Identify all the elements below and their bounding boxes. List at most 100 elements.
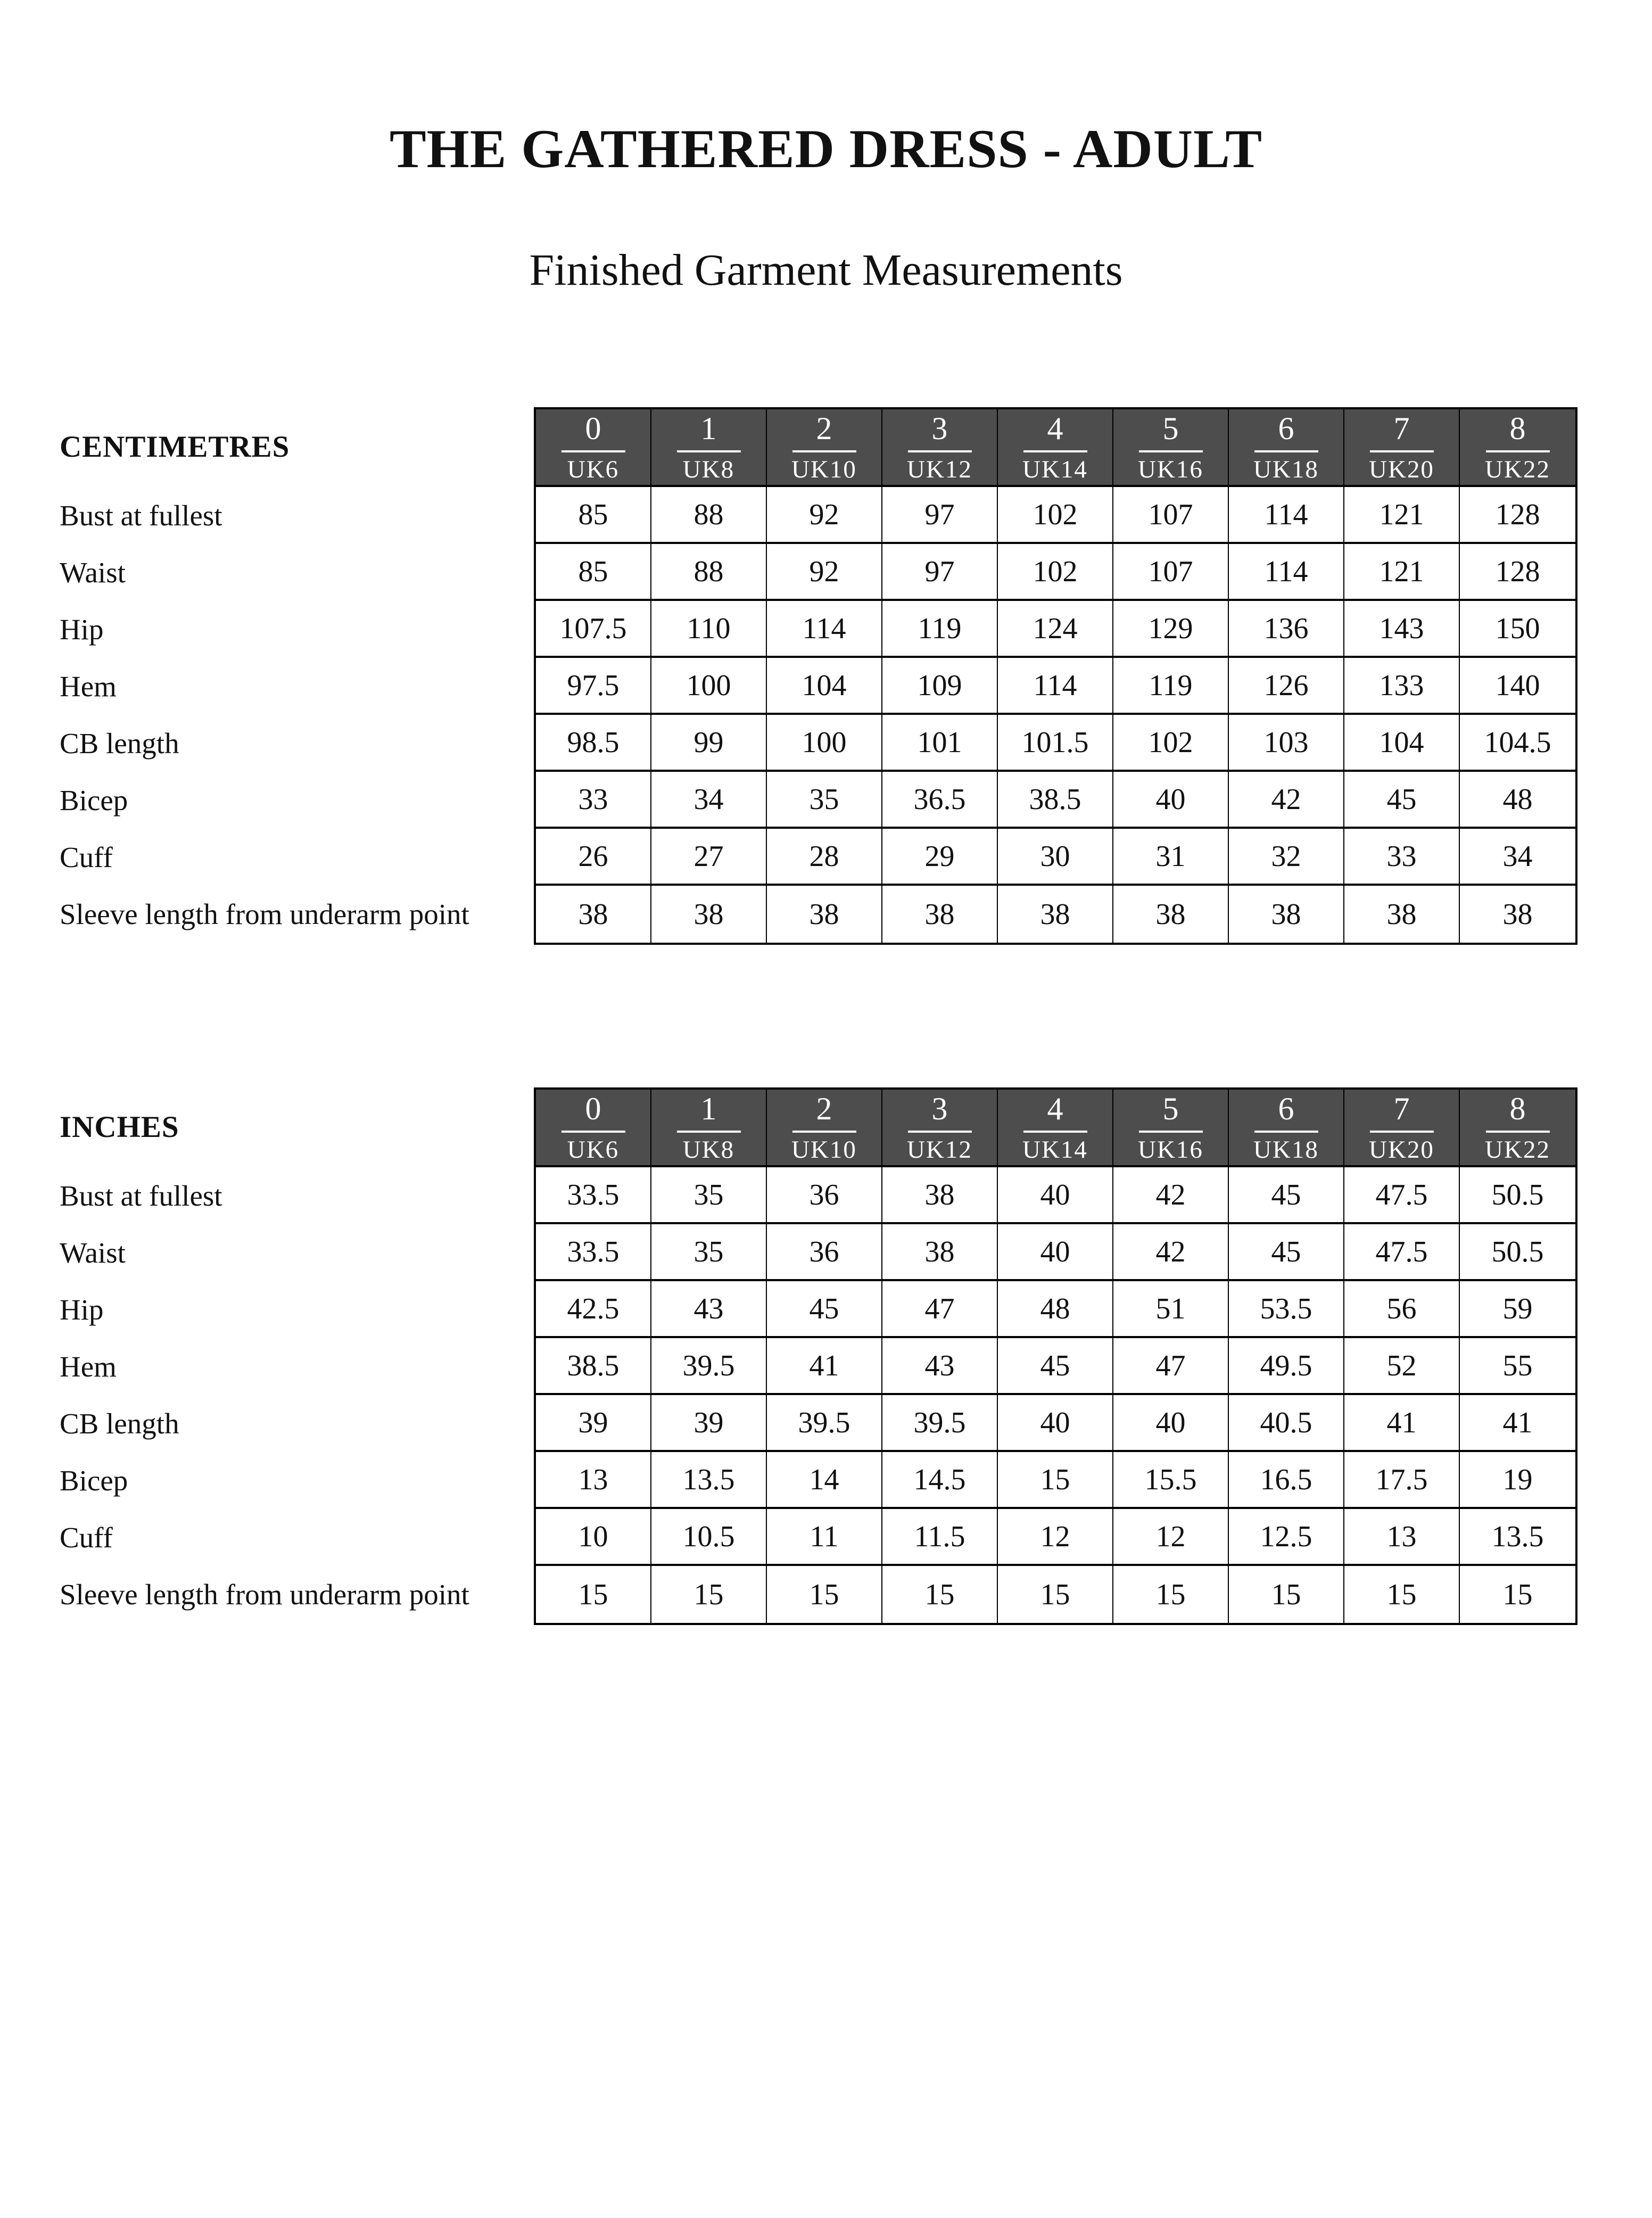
- page-title: THE GATHERED DRESS - ADULT: [389, 119, 1263, 179]
- measurement-cell: 15: [1113, 1566, 1229, 1623]
- measurement-cell: 92: [767, 544, 882, 601]
- fraction-bar: [1138, 1130, 1203, 1133]
- size-number: 3: [931, 1091, 948, 1126]
- measurement-cell: 38: [1460, 886, 1575, 943]
- measurement-cell: 29: [882, 829, 998, 886]
- uk-size-label: UK6: [567, 1135, 620, 1164]
- uk-size-label: UK22: [1485, 455, 1550, 483]
- fraction-bar: [1485, 1130, 1550, 1133]
- uk-size-label: UK20: [1369, 455, 1434, 483]
- size-number: 0: [585, 1091, 601, 1126]
- measurement-cell: 42: [1113, 1224, 1229, 1281]
- size-number: 0: [585, 410, 601, 446]
- measurement-cell: 101: [882, 715, 998, 772]
- fraction-bar: [792, 450, 856, 452]
- measurement-cell: 45: [767, 1281, 882, 1338]
- uk-size-label: UK12: [907, 455, 972, 483]
- measurement-cell: 33.5: [536, 1167, 651, 1224]
- measurement-cell: 104: [1344, 715, 1460, 772]
- measurement-cell: 38: [651, 886, 767, 943]
- size-header-cell: 3 UK12: [882, 1090, 998, 1167]
- size-number: 4: [1047, 410, 1063, 446]
- measurement-cell: 48: [1460, 772, 1575, 829]
- uk-size-label: UK8: [682, 455, 735, 483]
- measurement-cell: 19: [1460, 1452, 1575, 1509]
- uk-size-label: UK10: [791, 455, 857, 483]
- measurement-cell: 43: [882, 1338, 998, 1395]
- measurement-cell: 47.5: [1344, 1224, 1460, 1281]
- row-label: CB length: [60, 1407, 179, 1440]
- measurement-cell: 31: [1113, 829, 1229, 886]
- measurement-cell: 53.5: [1229, 1281, 1344, 1338]
- fraction-bar: [1023, 450, 1087, 452]
- size-header-cell: 6 UK18: [1229, 409, 1344, 487]
- size-header-cell: 5 UK16: [1113, 1090, 1229, 1167]
- measurement-cell: 17.5: [1344, 1452, 1460, 1509]
- measurement-cell: 99: [651, 715, 767, 772]
- size-number: 4: [1047, 1091, 1063, 1126]
- measurement-cell: 40.5: [1229, 1395, 1344, 1452]
- measurement-cell: 150: [1460, 601, 1575, 658]
- measurement-cell: 27: [651, 829, 767, 886]
- measurement-cell: 12: [998, 1509, 1113, 1566]
- measurement-cell: 15: [536, 1566, 651, 1623]
- uk-size-label: UK12: [907, 1135, 972, 1164]
- measurement-cell: 15: [1344, 1566, 1460, 1623]
- size-number: 8: [1509, 410, 1526, 446]
- measurement-cell: 35: [651, 1167, 767, 1224]
- fraction-bar: [1369, 450, 1434, 452]
- measurement-cell: 42: [1113, 1167, 1229, 1224]
- measurement-cell: 51: [1113, 1281, 1229, 1338]
- measurement-cell: 45: [1229, 1167, 1344, 1224]
- uk-size-label: UK8: [682, 1135, 735, 1164]
- measurement-cell: 14: [767, 1452, 882, 1509]
- measurement-cell: 38.5: [998, 772, 1113, 829]
- measurement-cell: 38: [1113, 886, 1229, 943]
- unit-heading: INCHES: [60, 1110, 179, 1144]
- measurement-cell: 140: [1460, 658, 1575, 715]
- measurement-cell: 15: [1229, 1566, 1344, 1623]
- page-subtitle: Finished Garment Measurements: [529, 245, 1123, 295]
- measurement-cell: 50.5: [1460, 1224, 1575, 1281]
- measurement-cell: 36: [767, 1224, 882, 1281]
- measurement-cell: 15: [882, 1566, 998, 1623]
- uk-size-label: UK20: [1369, 1135, 1434, 1164]
- measurement-cell: 38: [882, 1224, 998, 1281]
- fraction-bar: [561, 450, 625, 452]
- measurement-cell: 11.5: [882, 1509, 998, 1566]
- measurement-cell: 56: [1344, 1281, 1460, 1338]
- uk-size-label: UK18: [1253, 1135, 1319, 1164]
- measurement-cell: 114: [1229, 487, 1344, 544]
- measurement-cell: 121: [1344, 544, 1460, 601]
- measurement-cell: 38: [882, 886, 998, 943]
- measurement-cell: 14.5: [882, 1452, 998, 1509]
- measurement-cell: 38: [536, 886, 651, 943]
- measurement-cell: 45: [1229, 1224, 1344, 1281]
- fraction-bar: [1138, 450, 1203, 452]
- measurement-cell: 121: [1344, 487, 1460, 544]
- size-number: 6: [1278, 410, 1294, 446]
- uk-size-label: UK14: [1022, 1135, 1088, 1164]
- measurement-cell: 11: [767, 1509, 882, 1566]
- measurement-cell: 50.5: [1460, 1167, 1575, 1224]
- measurement-cell: 34: [1460, 829, 1575, 886]
- unit-heading: CENTIMETRES: [60, 430, 290, 464]
- measurement-cell: 13: [536, 1452, 651, 1509]
- measurement-cell: 102: [1113, 715, 1229, 772]
- row-label: Cuff: [60, 1521, 113, 1554]
- measurement-cell: 129: [1113, 601, 1229, 658]
- measurement-cell: 36: [767, 1167, 882, 1224]
- measurement-cell: 36.5: [882, 772, 998, 829]
- row-label: Bicep: [60, 1464, 128, 1497]
- uk-size-label: UK10: [791, 1135, 857, 1164]
- measurement-cell: 15: [1460, 1566, 1575, 1623]
- measurement-cell: 143: [1344, 601, 1460, 658]
- measurement-cell: 103: [1229, 715, 1344, 772]
- fraction-bar: [907, 450, 972, 452]
- measurement-cell: 102: [998, 487, 1113, 544]
- size-number: 1: [700, 410, 717, 446]
- size-number: 5: [1162, 410, 1179, 446]
- uk-size-label: UK16: [1138, 455, 1203, 483]
- measurement-cell: 10: [536, 1509, 651, 1566]
- measurement-cell: 38: [998, 886, 1113, 943]
